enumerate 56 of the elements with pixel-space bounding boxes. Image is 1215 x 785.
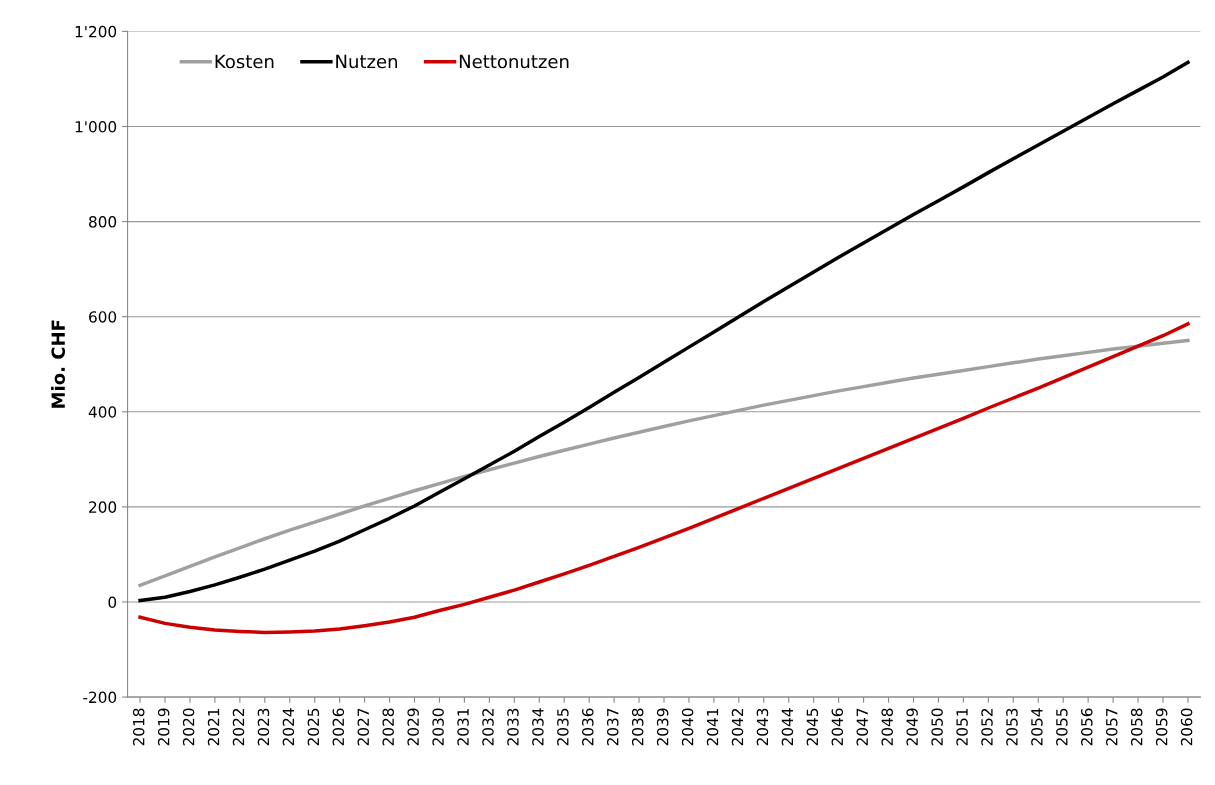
x-tick-label: 2057	[1105, 708, 1118, 746]
y-tick-label: 600	[89, 311, 117, 323]
y-tick-label: 800	[89, 216, 117, 228]
legend-label: Nutzen	[336, 54, 398, 69]
x-tick-label: 2040	[681, 708, 694, 746]
x-tick-label: 2060	[1180, 708, 1193, 746]
x-tick-label: 2055	[1056, 708, 1068, 746]
x-tick-label: 2032	[482, 709, 494, 746]
x-tick-label: 2046	[831, 708, 844, 746]
x-tick-label: 2034	[532, 708, 544, 746]
x-tick-label: 2031	[457, 708, 469, 746]
x-tick-label: 2052	[981, 709, 993, 746]
legend-label: Kosten	[215, 54, 274, 69]
y-tick-label: 1'000	[75, 120, 117, 133]
x-tick-label: 2048	[881, 708, 893, 746]
x-tick-label: 2056	[1081, 708, 1093, 746]
x-tick-label: 2051	[956, 708, 968, 746]
x-tick-label: 2035	[557, 708, 569, 746]
y-tick-label: 1'200	[75, 25, 117, 38]
x-tick-label: 2022	[232, 709, 245, 746]
x-tick-label: 2024	[282, 708, 295, 746]
x-tick-label: 2020	[182, 708, 195, 746]
x-tick-label: 2018	[132, 708, 145, 746]
x-tick-label: 2047	[856, 708, 869, 746]
x-tick-label: 2019	[157, 708, 170, 746]
line-series	[138, 322, 1190, 635]
x-tick-label: 2043	[756, 708, 769, 746]
x-tick-label: 2037	[606, 708, 619, 746]
x-tick-label: 2021	[207, 708, 220, 746]
x-tick-label: 2050	[931, 708, 943, 746]
x-tick-label: 2023	[257, 708, 270, 746]
x-tick-label: 2042	[731, 709, 744, 746]
x-tick-label: 2053	[1006, 708, 1018, 746]
x-tick-label: 2033	[507, 708, 519, 746]
x-tick-label: 2029	[407, 708, 419, 746]
x-tick-label: 2059	[1155, 708, 1168, 746]
y-tick-label: 0	[108, 596, 117, 608]
x-tick-label: 2054	[1031, 708, 1043, 746]
x-tick-label: 2045	[806, 708, 819, 746]
x-tick-label: 2038	[631, 708, 644, 746]
x-tick-label: 2041	[706, 708, 719, 746]
x-tick-label: 2036	[582, 708, 594, 746]
x-tick-label: 2026	[332, 708, 345, 746]
x-tick-label: 2039	[656, 708, 669, 746]
legend-label: Nettonutzen	[459, 54, 569, 69]
x-tick-label: 2030	[432, 708, 444, 746]
y-tick-label: -200	[83, 691, 117, 704]
y-axis-title: Mio. CHF	[51, 320, 66, 408]
x-tick-label: 2028	[382, 708, 394, 746]
x-tick-label: 2049	[906, 708, 918, 746]
y-tick-label: 400	[88, 406, 117, 418]
x-tick-label: 2025	[307, 708, 320, 746]
x-tick-label: 2027	[357, 708, 370, 746]
x-tick-label: 2044	[781, 708, 794, 746]
y-tick-label: 200	[89, 501, 117, 513]
x-tick-label: 2058	[1130, 708, 1143, 746]
